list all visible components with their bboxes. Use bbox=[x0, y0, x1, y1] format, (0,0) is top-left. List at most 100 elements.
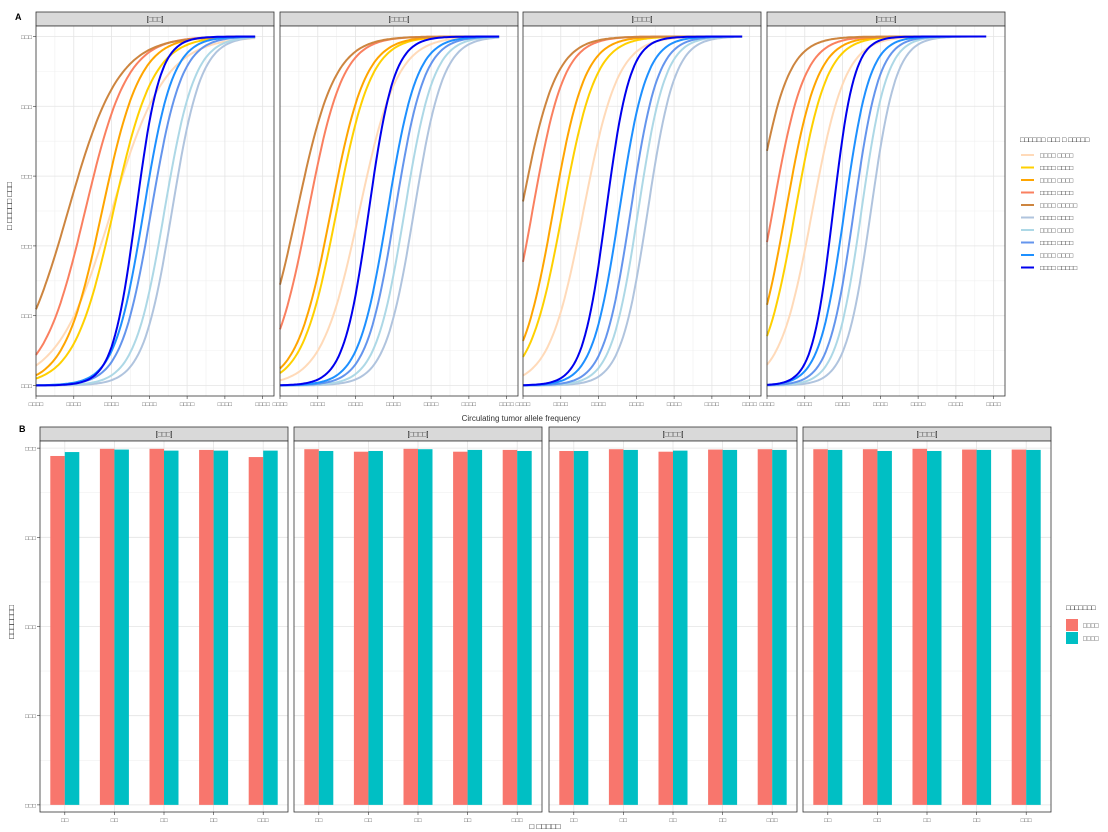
x-tick-label: □□ bbox=[923, 818, 931, 824]
panel-border bbox=[35, 25, 275, 397]
y-tick-label: □□□ bbox=[21, 384, 32, 390]
x-tick-label: □□□□ bbox=[629, 402, 644, 408]
facet-strip-label: [□□□□] bbox=[876, 17, 897, 24]
x-tick-label: □□□□ bbox=[499, 402, 514, 408]
x-tick-label: □□□□ bbox=[742, 402, 757, 408]
x-tick-label: □□ bbox=[210, 818, 218, 824]
legend-entry: □□□□ □□□□□ bbox=[1021, 265, 1077, 272]
panel-a-facet: [□□□]□□□□□□□□□□□□□□□□□□□□□□ □□□□ □□□□ □□□□ □… bbox=[21, 11, 275, 408]
bar bbox=[722, 449, 738, 805]
x-tick-label: □□□□ bbox=[142, 402, 157, 408]
x-tick-label: □□ bbox=[874, 818, 882, 824]
legend-label: □□□□ bbox=[1083, 636, 1099, 643]
bar bbox=[50, 455, 65, 805]
bar bbox=[64, 452, 80, 805]
bar bbox=[772, 449, 787, 805]
y-tick-label: □□□ bbox=[21, 244, 32, 250]
bar bbox=[877, 450, 892, 805]
x-tick-label: □□□□ bbox=[180, 402, 195, 408]
panel-a-facet: [□□□□] □□□□ □□□□ □□□□ □□□□ □□□□ □□□□ □□□□ bbox=[516, 11, 762, 408]
y-tick-label: □□□ bbox=[25, 447, 36, 453]
legend-label: □□□□ □□□□ bbox=[1040, 215, 1073, 222]
x-tick-label: □□□□ bbox=[591, 402, 606, 408]
panel-b-facet: [□□□□]□□ □□ □□ □□ □□□ bbox=[548, 426, 798, 824]
bar bbox=[99, 448, 115, 805]
panel-border bbox=[522, 25, 762, 397]
x-tick-label: □□□ bbox=[512, 818, 523, 824]
series-line bbox=[35, 37, 256, 367]
panel-a-y-axis-title: □ □□□□□ □□□ bbox=[5, 182, 14, 230]
bar bbox=[318, 450, 334, 805]
x-tick-label: □□ bbox=[365, 818, 373, 824]
legend-entry: □□□□ bbox=[1066, 619, 1099, 631]
panel-border bbox=[293, 440, 543, 813]
x-tick-label: □□□□ bbox=[798, 402, 813, 408]
panel-border bbox=[766, 25, 1006, 397]
x-tick-label: □□□□ bbox=[348, 402, 363, 408]
x-tick-label: □□ bbox=[61, 818, 69, 824]
panel-a-legend-title: □□□□□□ □□□ □ □□□□□ bbox=[1020, 137, 1090, 144]
x-tick-label: □□ bbox=[414, 818, 422, 824]
bar bbox=[353, 451, 369, 805]
legend-entry: □□□□ □□□□ bbox=[1021, 228, 1073, 235]
bar bbox=[862, 449, 878, 805]
x-tick-label: □□□□ bbox=[835, 402, 850, 408]
legend-label: □□□□ □□□□ bbox=[1040, 240, 1073, 247]
panel-a-facet: [□□□□] □□□□ □□□□ □□□□ □□□□ □□□□ □□□□ □□□□ bbox=[760, 11, 1006, 408]
y-tick-label: □□□ bbox=[25, 625, 36, 631]
panel-b: B □□□□□□□ □ □□□□□ [□□□]□□ □□ □□ □□ □□□□□□□□□… bbox=[7, 424, 1099, 831]
legend-label: □□□□ □□□□ bbox=[1040, 165, 1073, 172]
x-tick-label: □□ bbox=[824, 818, 832, 824]
bar bbox=[248, 457, 264, 805]
bar bbox=[467, 449, 483, 805]
bar bbox=[1026, 449, 1041, 805]
series-line bbox=[766, 35, 987, 386]
panel-a-x-axis-title: Circulating tumor allele frequency bbox=[462, 414, 581, 423]
bar bbox=[623, 449, 638, 805]
panel-a: A □ □□□□□ □□□ Circulating tumor allele f… bbox=[5, 11, 1090, 423]
series-line bbox=[35, 35, 256, 387]
panel-a-facet: [□□□□] □□□□ □□□□ □□□□ □□□□ □□□□ □□□□ □□□□ bbox=[273, 11, 519, 408]
bar bbox=[927, 450, 942, 805]
x-tick-label: □□□□ bbox=[462, 402, 477, 408]
bar bbox=[213, 450, 229, 805]
x-tick-label: □□□□ bbox=[29, 402, 44, 408]
bar bbox=[403, 448, 418, 805]
x-tick-label: □□□□ bbox=[273, 402, 288, 408]
bar bbox=[708, 449, 723, 805]
legend-key bbox=[1066, 632, 1078, 644]
bar bbox=[813, 449, 828, 805]
x-tick-label: □□□□ bbox=[516, 402, 531, 408]
panel-b-tag: B bbox=[19, 424, 26, 434]
bar bbox=[1011, 449, 1027, 805]
facet-strip-label: [□□□□] bbox=[389, 17, 410, 24]
bar bbox=[976, 449, 992, 805]
facet-strip-label: [□□□] bbox=[147, 17, 164, 24]
legend-label: □□□□ □□□□ bbox=[1040, 253, 1073, 260]
x-tick-label: □□□ bbox=[767, 818, 778, 824]
bar bbox=[164, 450, 179, 805]
panel-b-legend: □□□□ □□□□ bbox=[1066, 619, 1099, 644]
legend-entry: □□□□ □□□□ bbox=[1021, 215, 1073, 222]
panel-b-facet: [□□□□]□□ □□ □□ □□ □□□ bbox=[802, 426, 1052, 824]
y-tick-label: □□□ bbox=[25, 714, 36, 720]
series-line bbox=[280, 35, 500, 387]
panel-b-x-axis-title: □ □□□□□ bbox=[529, 822, 560, 831]
panel-b-legend-title: □□□□□□□ bbox=[1066, 605, 1096, 612]
x-tick-label: □□□□ bbox=[949, 402, 964, 408]
panel-b-y-axis-title: □□□□□□□ bbox=[7, 605, 16, 639]
panel-border bbox=[802, 440, 1052, 813]
facet-strip-label: [□□□□] bbox=[663, 432, 684, 439]
bar bbox=[304, 449, 319, 805]
y-tick-label: □□□ bbox=[21, 105, 32, 111]
legend-label: □□□□ □□□□□ bbox=[1040, 265, 1077, 272]
x-tick-label: □□□□ bbox=[667, 402, 682, 408]
x-tick-label: □□□□ bbox=[424, 402, 439, 408]
bar bbox=[559, 450, 574, 805]
bar bbox=[418, 449, 433, 805]
legend-label: □□□□ □□□□ bbox=[1040, 153, 1073, 160]
bar bbox=[757, 449, 773, 805]
x-tick-label: □□ bbox=[973, 818, 981, 824]
legend-entry: □□□□ □□□□ bbox=[1021, 240, 1073, 247]
